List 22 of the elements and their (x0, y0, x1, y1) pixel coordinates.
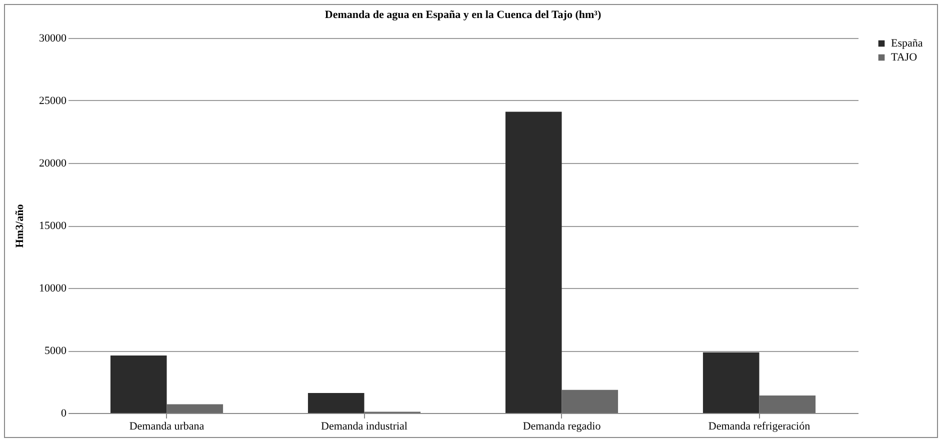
x-tick-label: Demanda refrigeración (708, 420, 811, 432)
bar (702, 352, 760, 413)
x-tick-label: Demanda regadio (522, 420, 602, 432)
bar (505, 112, 562, 413)
y-tick-label: 25000 (39, 95, 67, 107)
y-tick-label: 10000 (39, 282, 67, 294)
legend-label: TAJO (891, 52, 918, 64)
bar (166, 404, 224, 413)
bar (308, 393, 364, 413)
bar (759, 396, 816, 413)
legend-label: España (891, 38, 923, 50)
y-tick-label: 20000 (39, 158, 67, 170)
chart-title: Demanda de agua en España y en la Cuenca del Tajo (hm³) (324, 9, 602, 21)
bar (562, 390, 618, 413)
x-tick-label: Demanda industrial (321, 420, 408, 432)
y-tick-label: 5000 (44, 345, 67, 357)
y-tick-label: 15000 (39, 220, 67, 232)
y-axis-title: Hm3/año (14, 204, 26, 248)
y-tick-label: 0 (61, 408, 67, 420)
x-tick-label: Demanda urbana (129, 420, 204, 432)
y-tick-label: 30000 (39, 32, 67, 44)
bar (110, 356, 167, 413)
